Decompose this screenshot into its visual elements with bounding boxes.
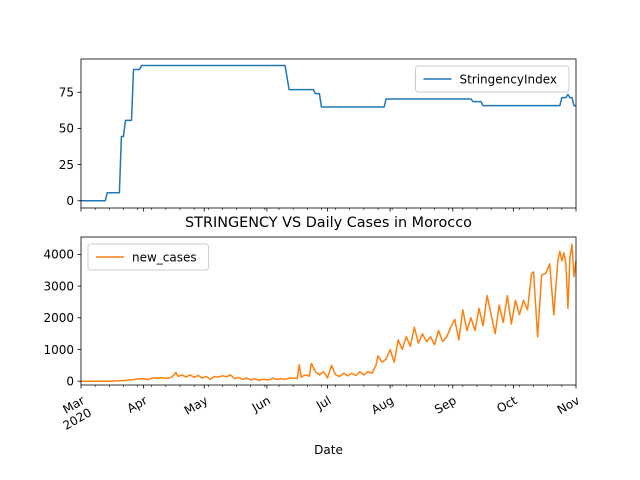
ax2-y-tick-label-2: 2000 [43,311,74,325]
cases-series-group [81,243,577,382]
ax2-series-line-0 [81,243,577,382]
stringency-series-group [81,64,576,202]
ax2-y-tick-label-3: 3000 [43,279,74,293]
ax2-y-tick-label-4: 4000 [43,248,74,262]
ax1-y-tick-label-0: 0 [66,194,74,208]
cases-y-ticks: 0 1000 2000 3000 4000 [43,248,81,388]
cases-legend-box [87,243,210,271]
ax1-y-tick-label-3: 75 [59,86,74,100]
ax2-y-tick-label-0: 0 [66,374,74,388]
x-axis-label: Date [314,443,343,457]
cases-legend: new_cases [87,243,210,271]
stringency-legend: StringencyIndex [414,65,570,93]
stringency-x-ticks [80,208,577,212]
stringency-y-ticks: 0 25 50 75 [59,86,81,208]
ax2-y-tick-label-1: 1000 [43,343,74,357]
x-tick-label-group-4: Jul [313,393,333,413]
ax1-y-tick-label-1: 25 [59,158,74,172]
chart-title: STRINGENCY VS Daily Cases in Morocco [185,215,472,231]
cases-axes-frame [80,236,577,386]
stringency-legend-label: StringencyIndex [459,72,557,86]
stringency-axes: 0 25 50 75 StringencyIndex [59,58,577,212]
stringency-axes-frame [80,58,577,209]
stringency-legend-box [414,65,570,93]
cases-legend-label: new_cases [132,250,197,264]
ax1-series-line-0 [81,64,576,202]
x-tick-label-4: Jul [313,393,333,413]
ax1-y-tick-label-2: 50 [59,122,74,136]
